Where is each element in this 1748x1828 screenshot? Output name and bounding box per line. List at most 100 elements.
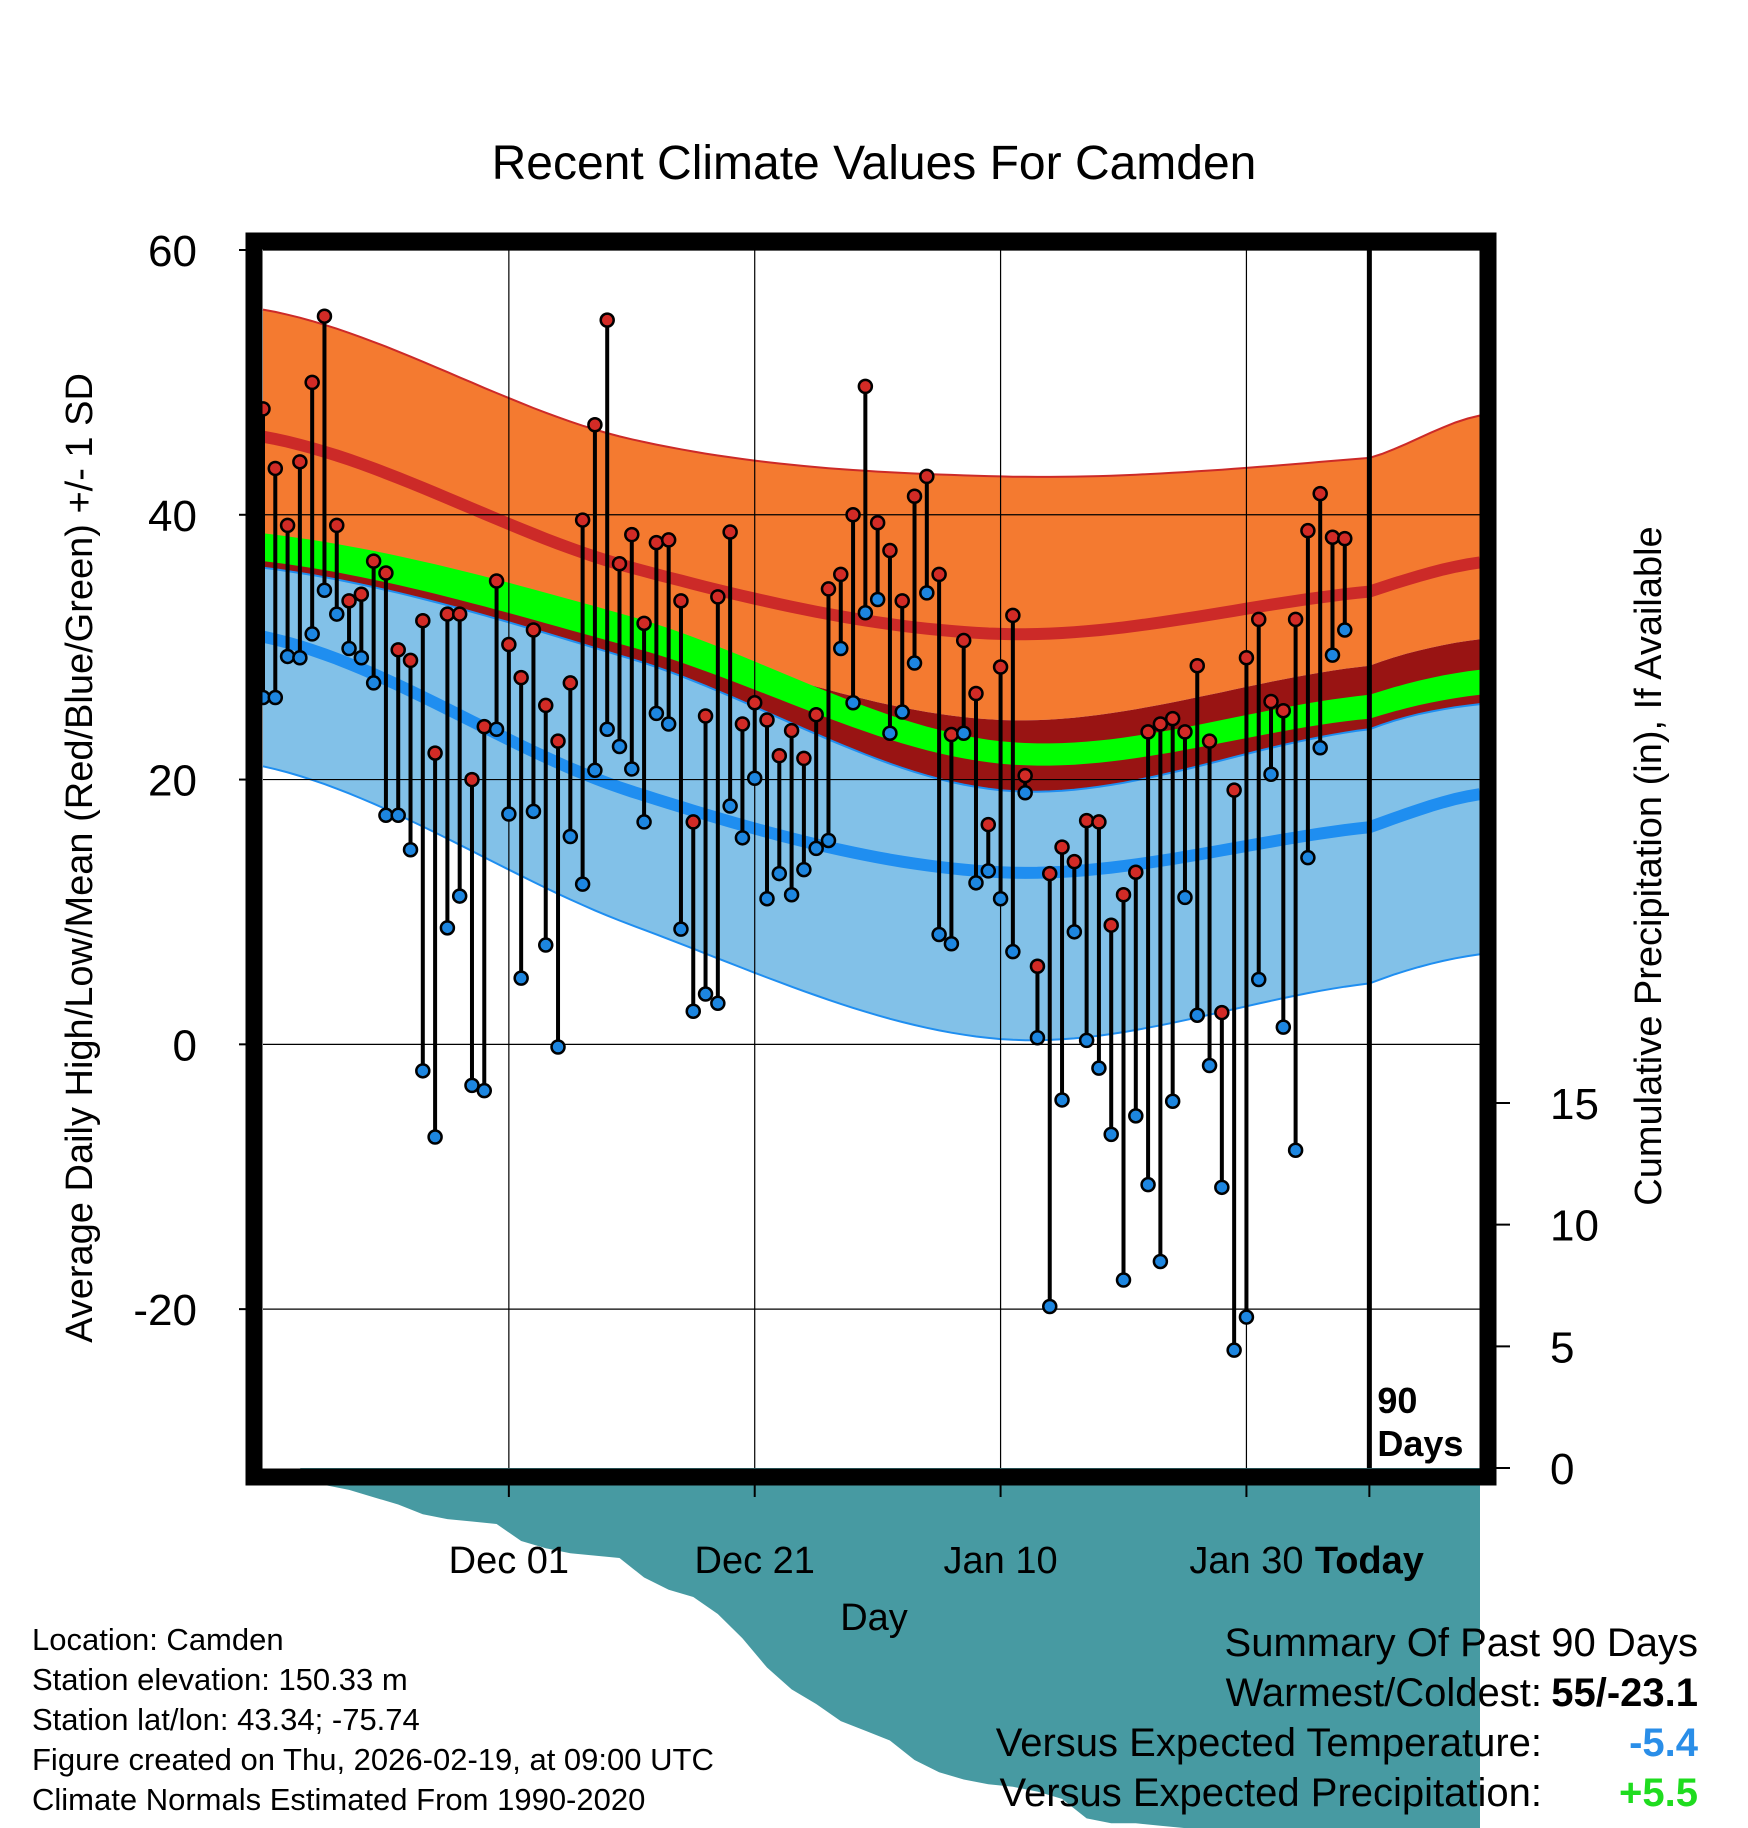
daily-high-marker bbox=[1029, 958, 1046, 974]
summary-panel: Summary Of Past 90 Days Warmest/Coldest:… bbox=[996, 1618, 1698, 1818]
daily-low-marker bbox=[1164, 1093, 1181, 1110]
high-low-overlap-band bbox=[263, 534, 1480, 792]
precip-tick-label: 15 bbox=[1550, 1080, 1599, 1129]
daily-high-marker bbox=[390, 642, 406, 658]
daily-high-marker bbox=[943, 726, 960, 743]
daily-low-marker bbox=[550, 1039, 566, 1055]
x-tick-label: Today bbox=[1315, 1540, 1424, 1582]
daily-high-marker bbox=[365, 553, 382, 569]
daily-low-marker bbox=[894, 704, 910, 720]
daily-high-marker bbox=[833, 566, 849, 583]
y-tick-label: 60 bbox=[148, 227, 197, 276]
latlon-text: Station lat/lon: 43.34; -75.74 bbox=[32, 1702, 420, 1737]
daily-high-marker bbox=[1337, 530, 1353, 547]
daily-low-marker bbox=[1214, 1179, 1230, 1196]
daily-low-marker bbox=[882, 725, 898, 741]
daily-high-marker bbox=[378, 565, 394, 581]
daily-high-marker bbox=[759, 712, 775, 728]
daily-low-marker bbox=[710, 995, 726, 1012]
daily-low-marker bbox=[673, 921, 689, 937]
daily-high-marker bbox=[734, 716, 751, 732]
daily-high-marker bbox=[1226, 782, 1242, 798]
normal-low-line bbox=[261, 630, 1482, 879]
daily-high-marker bbox=[992, 659, 1009, 675]
daily-high-marker bbox=[1066, 853, 1083, 870]
daily-high-marker bbox=[1091, 814, 1107, 830]
daily-high-marker bbox=[685, 814, 702, 830]
daily-high-marker bbox=[673, 593, 689, 609]
daily-high-marker bbox=[955, 632, 972, 649]
daily-low-marker bbox=[562, 828, 579, 845]
daily-low-marker bbox=[537, 937, 554, 953]
elevation-text: Station elevation: 150.33 m bbox=[32, 1662, 408, 1697]
daily-high-marker bbox=[415, 612, 431, 629]
daily-high-marker bbox=[869, 514, 886, 531]
daily-high-marker bbox=[427, 745, 443, 761]
daily-low-marker bbox=[1189, 1007, 1206, 1023]
precip-anomaly-value: +5.5 bbox=[1619, 1771, 1698, 1815]
daily-high-marker bbox=[636, 615, 652, 632]
daily-high-marker bbox=[329, 517, 345, 534]
daily-high-marker bbox=[488, 573, 505, 589]
daily-low-marker bbox=[525, 803, 542, 820]
daily-high-marker bbox=[1140, 724, 1156, 740]
daily-low-marker bbox=[906, 655, 923, 671]
daily-low-marker bbox=[857, 605, 874, 621]
precip-tick-label: 5 bbox=[1550, 1323, 1574, 1372]
daily-high-marker bbox=[599, 312, 615, 328]
daily-low-marker bbox=[267, 689, 284, 706]
daily-low-marker bbox=[771, 865, 788, 882]
daily-low-marker bbox=[648, 705, 665, 722]
daily-low-marker bbox=[279, 648, 296, 665]
created-text: Figure created on Thu, 2026-02-19, at 09… bbox=[32, 1742, 714, 1777]
daily-high-marker bbox=[624, 526, 640, 543]
daily-high-marker bbox=[525, 622, 542, 638]
daily-high-marker bbox=[611, 556, 628, 572]
normals-text: Climate Normals Estimated From 1990-2020 bbox=[32, 1782, 646, 1817]
daily-low-marker bbox=[1054, 1092, 1070, 1108]
daily-high-marker bbox=[919, 468, 935, 485]
ninety-days-label-line1: 90 bbox=[1377, 1380, 1417, 1421]
daily-low-marker bbox=[1140, 1176, 1156, 1193]
normal-mean-band bbox=[263, 533, 1480, 766]
daily-high-marker bbox=[1201, 733, 1218, 749]
daily-low-marker bbox=[1078, 1032, 1095, 1049]
daily-high-marker bbox=[476, 718, 493, 735]
daily-high-marker bbox=[783, 722, 800, 739]
daily-low-marker bbox=[869, 591, 886, 608]
daily-high-marker bbox=[820, 581, 837, 597]
x-axis-title: Day bbox=[840, 1597, 908, 1639]
daily-low-marker bbox=[292, 650, 308, 666]
daily-high-marker bbox=[894, 593, 910, 609]
summary-heading: Summary Of Past 90 Days bbox=[1224, 1621, 1698, 1665]
daily-low-marker bbox=[1128, 1108, 1144, 1124]
warmest-value: 55/-23.1 bbox=[1551, 1671, 1698, 1715]
daily-low-marker bbox=[1312, 740, 1328, 756]
warmest-label: Warmest/Coldest: bbox=[1225, 1671, 1542, 1715]
daily-low-marker bbox=[574, 876, 591, 892]
daily-high-marker bbox=[1238, 650, 1255, 666]
daily-low-marker bbox=[316, 582, 333, 598]
daily-low-marker bbox=[1226, 1342, 1242, 1358]
daily-low-marker bbox=[427, 1129, 443, 1145]
daily-high-marker bbox=[1115, 886, 1132, 903]
daily-high-marker bbox=[513, 669, 529, 686]
daily-low-marker bbox=[845, 695, 861, 711]
precip-axis-title: Cumulative Precipitation (in), If Availa… bbox=[1628, 526, 1670, 1205]
precip-tick-label: 10 bbox=[1550, 1202, 1599, 1251]
daily-low-marker bbox=[501, 806, 517, 822]
daily-low-marker bbox=[1029, 1029, 1046, 1046]
daily-low-marker bbox=[1103, 1126, 1119, 1143]
station-info: Location: Camden Station elevation: 150.… bbox=[32, 1620, 714, 1820]
daily-high-marker bbox=[796, 750, 812, 767]
daily-high-marker bbox=[1017, 767, 1033, 784]
daily-high-marker bbox=[1177, 724, 1193, 740]
y-tick-label: -20 bbox=[133, 1286, 197, 1335]
daily-low-marker bbox=[636, 814, 652, 830]
daily-high-marker bbox=[1041, 865, 1058, 882]
daily-high-marker bbox=[660, 532, 677, 548]
daily-high-marker bbox=[451, 606, 468, 622]
daily-high-marker bbox=[845, 507, 861, 523]
daily-low-marker bbox=[722, 798, 738, 814]
